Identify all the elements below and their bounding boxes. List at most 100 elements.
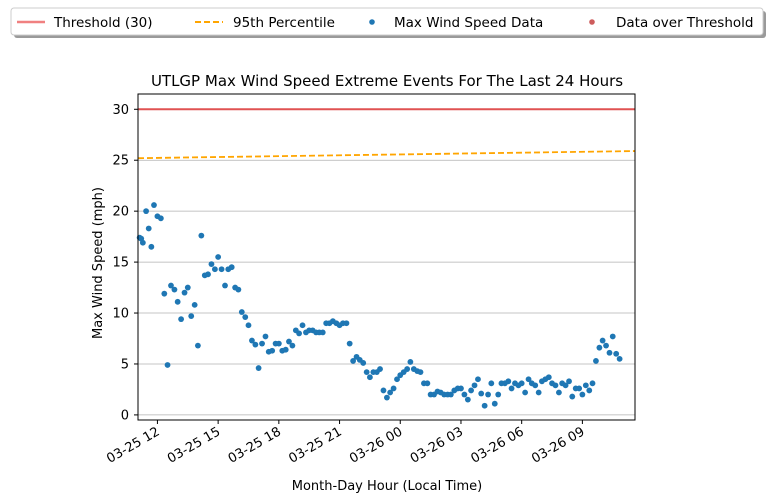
data-point bbox=[468, 387, 474, 394]
data-point bbox=[545, 374, 552, 381]
data-point bbox=[478, 390, 485, 397]
data-point bbox=[164, 362, 171, 368]
data-point bbox=[461, 391, 468, 398]
data-point bbox=[235, 286, 242, 293]
legend-frame bbox=[10, 7, 764, 36]
data-point bbox=[579, 391, 586, 398]
data-point bbox=[145, 225, 152, 232]
data-point bbox=[518, 380, 525, 387]
y-axis-ticks: 0 5 10 15 20 25 30 bbox=[112, 103, 138, 423]
data-point bbox=[447, 391, 454, 398]
data-point bbox=[191, 301, 198, 308]
data-point bbox=[188, 313, 195, 319]
data-point bbox=[576, 385, 583, 392]
data-point bbox=[380, 387, 387, 394]
x-tick-label: 03-25 12 bbox=[104, 424, 162, 466]
data-point bbox=[384, 394, 390, 401]
data-point bbox=[508, 385, 515, 392]
y-axis-label: Max Wind Speed (mph) bbox=[91, 187, 106, 339]
data-point bbox=[535, 389, 542, 396]
data-point bbox=[269, 347, 276, 354]
plot-area-frame bbox=[137, 93, 636, 421]
data-point bbox=[346, 340, 353, 347]
data-point bbox=[586, 387, 593, 394]
data-point bbox=[282, 346, 289, 353]
legend-threshold-label: Threshold (30) bbox=[53, 15, 153, 31]
legend-over-threshold-swatch bbox=[589, 19, 595, 25]
data-point bbox=[205, 271, 211, 278]
legend: Threshold (30) 95th Percentile Max Wind … bbox=[10, 7, 766, 38]
data-point bbox=[143, 208, 149, 215]
y-tick-label: 10 bbox=[112, 307, 129, 322]
data-point bbox=[255, 365, 262, 371]
data-point bbox=[360, 360, 367, 366]
legend-percentile-label: 95th Percentile bbox=[233, 15, 335, 31]
data-point bbox=[245, 322, 252, 329]
data-point bbox=[394, 376, 400, 383]
chart-title: UTLGP Max Wind Speed Extreme Events For … bbox=[151, 72, 623, 90]
data-point bbox=[417, 369, 424, 376]
data-point bbox=[174, 298, 181, 305]
data-point bbox=[208, 261, 215, 268]
data-point bbox=[481, 402, 488, 409]
y-tick-label: 30 bbox=[112, 103, 129, 118]
data-point bbox=[404, 366, 411, 372]
data-point bbox=[525, 376, 532, 383]
data-point bbox=[249, 337, 255, 344]
data-point bbox=[589, 380, 596, 387]
data-point bbox=[343, 320, 350, 327]
data-point bbox=[363, 369, 370, 376]
data-point bbox=[522, 389, 529, 396]
data-point bbox=[471, 382, 478, 389]
data-point bbox=[485, 391, 491, 398]
y-tick-label: 0 bbox=[121, 408, 129, 423]
data-point bbox=[582, 382, 589, 389]
data-point bbox=[488, 380, 495, 387]
y-tick-label: 25 bbox=[112, 154, 129, 169]
data-point bbox=[218, 266, 225, 273]
x-tick-label: 03-26 09 bbox=[529, 424, 587, 466]
data-point bbox=[259, 340, 265, 347]
data-point bbox=[181, 289, 188, 296]
data-point bbox=[616, 355, 623, 362]
data-point bbox=[390, 385, 397, 392]
data-point bbox=[289, 342, 296, 349]
data-point bbox=[242, 314, 249, 321]
data-point bbox=[252, 341, 259, 348]
data-point bbox=[178, 316, 185, 323]
x-tick-label: 03-26 06 bbox=[469, 424, 527, 466]
data-point bbox=[211, 266, 218, 273]
data-point bbox=[286, 338, 292, 345]
data-point bbox=[475, 376, 481, 383]
data-point bbox=[424, 380, 431, 387]
data-point bbox=[296, 330, 302, 337]
legend-data-swatch bbox=[369, 19, 375, 25]
data-point bbox=[194, 342, 201, 349]
data-point bbox=[299, 322, 306, 329]
x-tick-label: 03-26 00 bbox=[347, 424, 405, 466]
data-point bbox=[151, 202, 157, 208]
data-point bbox=[599, 337, 606, 344]
x-tick-label: 03-26 03 bbox=[408, 424, 466, 466]
data-point bbox=[603, 342, 609, 349]
x-tick-label: 03-25 15 bbox=[165, 424, 223, 466]
data-point bbox=[387, 389, 394, 396]
data-point bbox=[596, 344, 603, 351]
data-point bbox=[157, 215, 164, 222]
data-points bbox=[136, 202, 623, 409]
data-point bbox=[198, 232, 205, 239]
data-point bbox=[593, 358, 599, 364]
x-axis-label: Month-Day Hour (Local Time) bbox=[292, 479, 482, 494]
legend-over-threshold-label: Data over Threshold bbox=[616, 15, 753, 31]
y-tick-label: 20 bbox=[112, 205, 129, 220]
data-point bbox=[215, 254, 222, 260]
percentile-95-line bbox=[137, 150, 636, 160]
data-point bbox=[556, 389, 562, 396]
data-point bbox=[184, 284, 191, 291]
data-point bbox=[562, 382, 569, 389]
data-point bbox=[566, 378, 572, 385]
x-axis-ticks: 03-25 12 03-25 15 03-25 18 03-25 21 03-26 00… bbox=[104, 420, 587, 467]
data-point bbox=[161, 290, 168, 297]
data-point bbox=[377, 366, 383, 372]
